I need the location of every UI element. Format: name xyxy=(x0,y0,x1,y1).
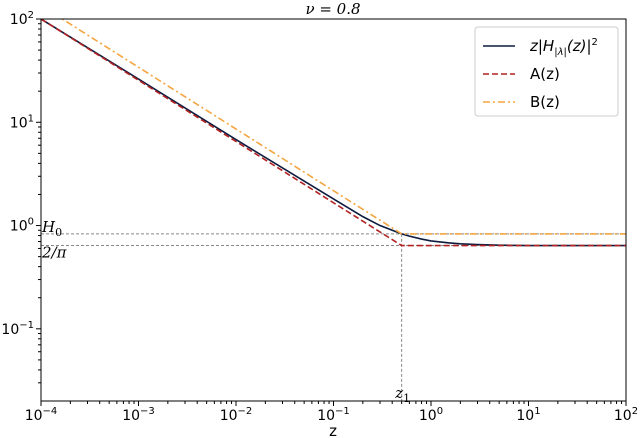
chart-title: ν = 0.8 xyxy=(305,0,360,18)
y-tick-label: 100 xyxy=(10,217,34,235)
x-tick-label: 101 xyxy=(516,406,540,424)
series-line-1 xyxy=(41,19,626,247)
legend-box xyxy=(474,26,619,117)
reference-label: H0 xyxy=(41,218,62,239)
x-tick-label: 102 xyxy=(614,406,638,424)
x-tick-label: 10−1 xyxy=(317,406,350,424)
x-axis-label: z xyxy=(329,422,337,438)
reference-lines xyxy=(41,233,626,401)
legend: z|H|λ|(z)|2 A(z) B(z) xyxy=(474,26,619,117)
x-tick-label: 10−3 xyxy=(122,406,155,424)
y-tick-label: 102 xyxy=(10,10,34,28)
series-layer xyxy=(41,19,626,247)
x-axis: 10−4 10−3 10−2 10−1 100 101 102 xyxy=(25,401,638,424)
y-tick-label: 101 xyxy=(10,113,34,131)
x-tick-label: 10−2 xyxy=(220,406,253,424)
x-tick-label: 10−4 xyxy=(25,406,58,424)
reference-label: z1 xyxy=(394,384,410,405)
series-line-2 xyxy=(60,19,626,235)
legend-entry: z|H|λ|(z)|2 xyxy=(529,37,598,58)
reference-label: 2/π xyxy=(41,244,68,262)
reference-labels: H0 2/π z1 xyxy=(41,218,410,405)
legend-entry: B(z) xyxy=(530,93,560,111)
y-tick-label: 10−1 xyxy=(1,320,34,338)
x-tick-label: 100 xyxy=(419,406,443,424)
legend-entry: A(z) xyxy=(530,65,560,83)
series-line-0 xyxy=(41,19,626,247)
y-axis: 10−1 100 101 102 xyxy=(1,10,41,384)
